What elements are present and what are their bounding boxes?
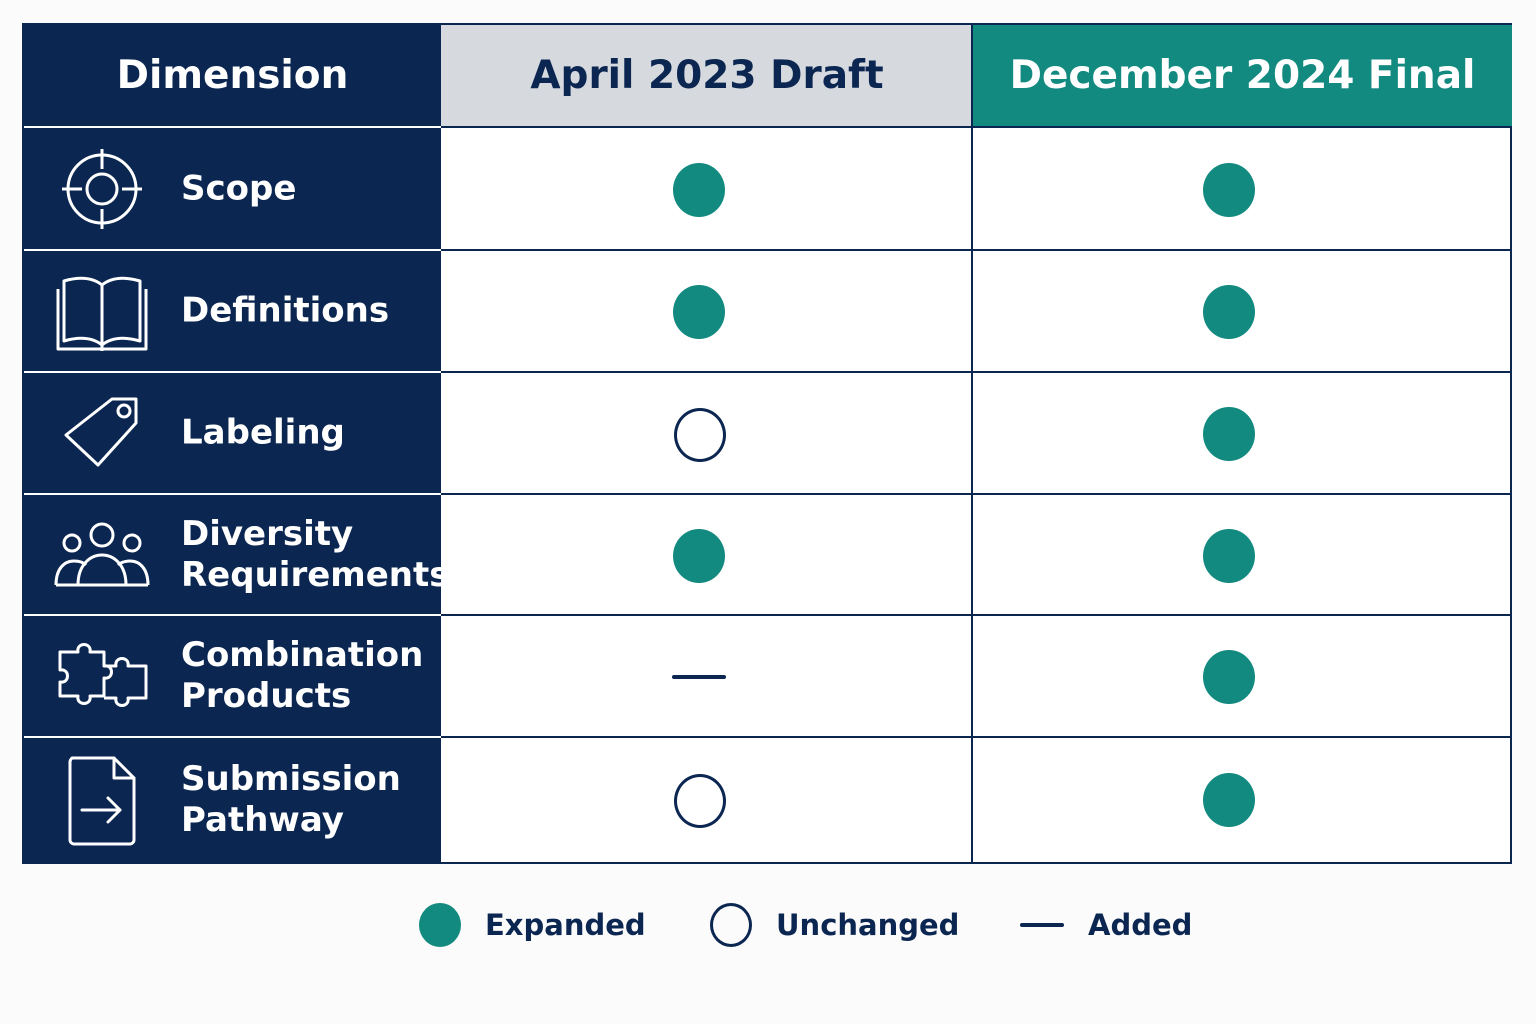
unchanged-symbol-icon [710,903,752,947]
legend-item-unchanged: Unchanged [710,900,959,950]
dimension-label: Diversity Requirements [181,513,450,595]
table-row: Labeling [24,373,1512,495]
dimension-cell: Definitions [24,251,441,373]
dimension-label: Combination Products [181,635,424,716]
dimension-label: Scope [181,168,297,208]
dimension-label: Definitions [181,290,390,331]
added-symbol-icon [1020,923,1064,927]
header-dimension: Dimension [24,25,441,128]
puzzle-icon [52,626,152,726]
dimension-cell: Submission Pathway [24,738,441,862]
legend-label: Added [1088,908,1193,942]
dimension-cell: Labeling [24,373,441,495]
legend-label: Unchanged [776,908,960,942]
table-row: Combination Products [24,616,1512,738]
status-april-2023 [673,528,725,583]
book-icon [52,261,152,361]
table-row: Scope [24,128,1512,251]
target-icon [52,139,152,239]
legend-item-added: Added [1020,900,1192,950]
dimension-label: Submission Pathway [181,759,401,840]
document-arrow-icon [52,750,152,850]
header-december-2024-final: December 2024 Final [973,25,1512,128]
column-divider [971,25,973,862]
comparison-table: Dimension April 2023 Draft December 2024… [22,23,1512,864]
table-row: Diversity Requirements [24,495,1512,616]
status-december-2024 [1203,773,1255,827]
status-december-2024 [1203,650,1255,704]
status-december-2024 [1203,162,1255,217]
tag-icon [52,383,152,483]
expanded-symbol-icon [419,903,461,947]
status-april-2023 [673,162,725,217]
status-december-2024 [1203,528,1255,583]
status-april-2023 [673,285,725,339]
dimension-cell: Scope [24,128,441,251]
status-april-2023 [672,675,726,679]
header-april-2023-draft: April 2023 Draft [441,25,973,128]
legend-label: Expanded [485,908,646,942]
status-december-2024 [1203,285,1255,339]
legend-item-expanded: Expanded [419,900,646,950]
status-april-2023 [674,408,726,462]
dimension-label: Labeling [181,412,345,453]
status-december-2024 [1203,407,1255,461]
status-april-2023 [674,774,726,828]
legend: Expanded Unchanged Added [0,900,1536,950]
table-row: Definitions [24,251,1512,373]
dimension-cell: Combination Products [24,616,441,738]
people-icon [52,505,152,605]
dimension-cell: Diversity Requirements [24,495,450,616]
table-row: Submission Pathway [24,738,1512,862]
